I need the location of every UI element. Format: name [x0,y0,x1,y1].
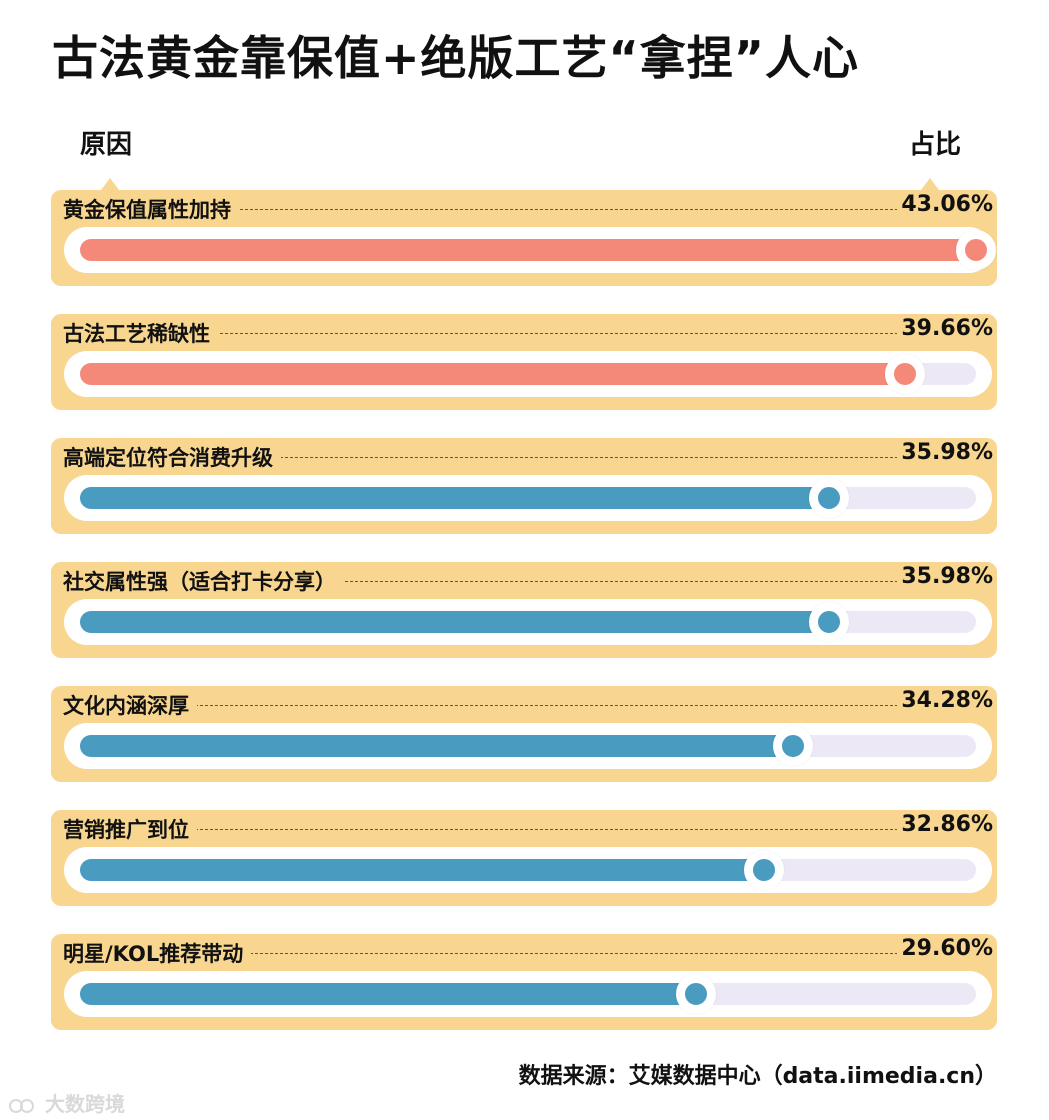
data-source: 数据来源：艾媒数据中心（data.iimedia.cn） [518,1064,997,1089]
bar-track-frame [64,351,992,397]
leader-line [65,457,983,458]
bar-card: 营销推广到位 32.86% [51,810,997,906]
value-label: 32.86% [897,812,993,837]
bar-card: 黄金保值属性加持 43.06% [51,178,997,286]
category-label: 文化内涵深厚 [63,690,197,720]
watermark-text: 大数跨境 [44,1092,125,1116]
bar-card: 文化内涵深厚 34.28% [51,686,997,782]
bar-track-frame [64,723,992,769]
bar-end-marker [773,726,814,766]
bar-end-marker [808,602,849,642]
value-label: 43.06% [897,192,993,217]
bar-card: 社交属性强（适合打卡分享） 35.98% [51,562,997,658]
leader-line [65,209,983,210]
bar-track [80,230,996,270]
bar-track [80,602,976,642]
bar-track-frame [64,599,992,645]
bar-track [80,850,976,890]
category-label: 古法工艺稀缺性 [63,318,218,348]
leader-line [65,705,983,706]
header-pointer [921,178,939,190]
leader-line [65,829,983,830]
bar-track [80,354,976,394]
value-label: 34.28% [897,688,993,713]
category-label: 黄金保值属性加持 [63,194,239,224]
leader-line [65,333,983,334]
value-label: 35.98% [897,564,993,589]
bar-track-frame [64,971,992,1017]
watermark: 大数跨境 [8,1088,125,1117]
bar-end-marker [675,974,716,1014]
value-label: 39.66% [897,316,993,341]
leader-line [65,953,983,954]
header-pointer [101,178,119,190]
bar-track [80,726,976,766]
bar [80,611,829,633]
bar [80,239,976,261]
leader-line [65,581,983,582]
bar [80,487,829,509]
bar-end-marker [956,230,996,270]
bar-track-frame [64,475,992,521]
category-label: 营销推广到位 [63,814,197,844]
bar-track [80,478,976,518]
bar-track-frame [64,847,992,893]
bar [80,859,764,881]
bar-card: 明星/KOL推荐带动 29.60% [51,934,997,1030]
bar-track-frame [64,227,996,273]
bar-card: 古法工艺稀缺性 39.66% [51,314,997,410]
bar [80,983,696,1005]
bar [80,363,906,385]
watermark-logo-icon [9,1098,34,1113]
bar-end-marker [743,850,784,890]
bar-end-marker [808,478,849,518]
value-label: 35.98% [897,440,993,465]
bar-track [80,974,976,1014]
value-label: 29.60% [897,936,993,961]
category-label: 高端定位符合消费升级 [63,442,281,472]
category-label: 社交属性强（适合打卡分享） [63,566,344,596]
reason-column-header: 原因 [80,130,133,160]
share-column-header: 占比 [908,130,961,160]
page-title: 古法黄金靠保值+绝版工艺“拿捏”人心 [52,31,860,85]
bar-card: 高端定位符合消费升级 35.98% [51,438,997,534]
bar-end-marker [885,354,926,394]
category-label: 明星/KOL推荐带动 [63,938,252,968]
bar [80,735,794,757]
